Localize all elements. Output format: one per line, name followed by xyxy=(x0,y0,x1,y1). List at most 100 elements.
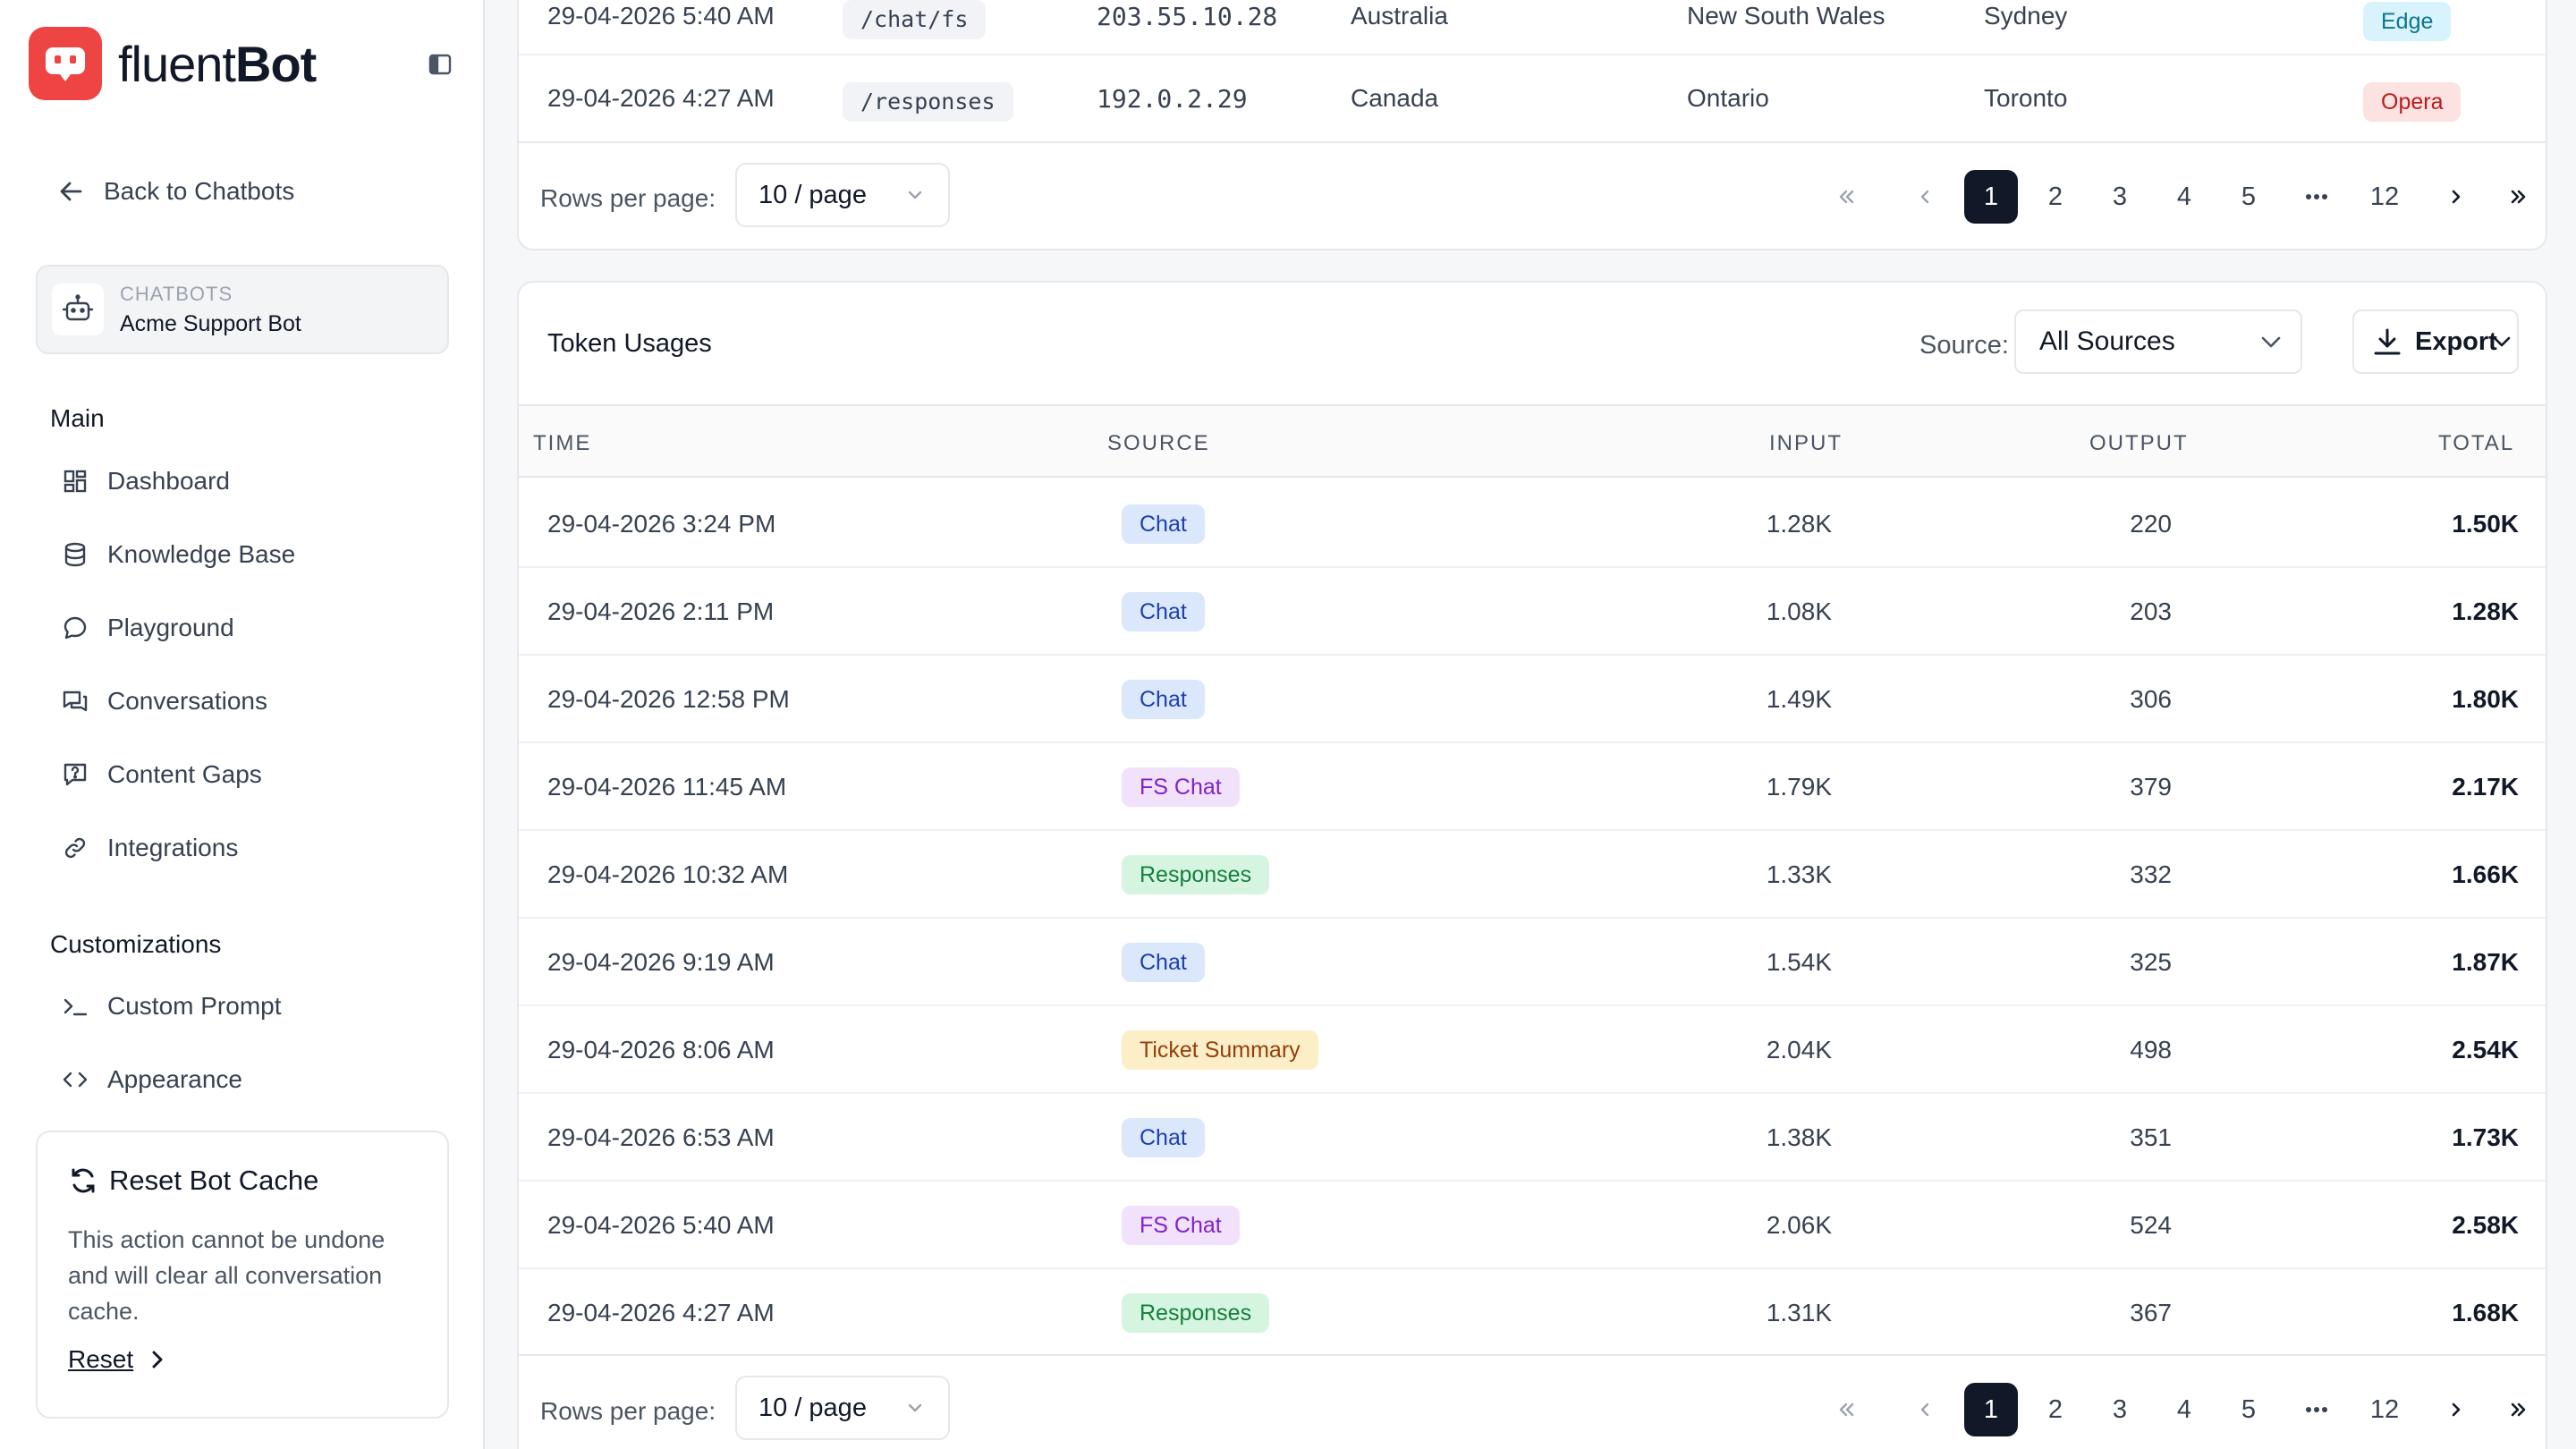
usage-total: 1.68K xyxy=(2452,1299,2519,1326)
usage-input: 1.49K xyxy=(1766,685,1832,713)
usage-input: 2.04K xyxy=(1766,1036,1832,1063)
sidebar-collapse-icon[interactable] xyxy=(422,47,458,82)
sidebar-item-conversations[interactable]: Conversations xyxy=(59,683,267,719)
usage-time: 29-04-2026 9:19 AM xyxy=(547,948,775,976)
dashboard-icon xyxy=(59,465,91,497)
chat-bubble-icon xyxy=(59,612,91,644)
page-button-2[interactable]: 2 xyxy=(2047,182,2063,211)
page-button-1[interactable]: 1 xyxy=(1964,170,2018,224)
requests-table-panel: 29-04-2026 5:40 AM /chat/fs 203.55.10.28… xyxy=(517,0,2547,250)
usage-output: 203 xyxy=(2130,597,2172,625)
page-button-1[interactable]: 1 xyxy=(1964,1383,2018,1436)
ellipsis-icon[interactable] xyxy=(2290,170,2343,224)
page-button-3[interactable]: 3 xyxy=(2112,1394,2128,1424)
next-page-button[interactable] xyxy=(2429,170,2483,224)
page-button-4[interactable]: 4 xyxy=(2176,182,2192,211)
column-header-input[interactable]: INPUT xyxy=(1769,431,1843,455)
next-page-button[interactable] xyxy=(2429,1383,2483,1436)
browser-badge: Edge xyxy=(2363,2,2452,41)
source-badge: Responses xyxy=(1122,1293,1270,1333)
last-page-button[interactable] xyxy=(2492,1383,2546,1436)
table-row[interactable]: 29-04-2026 8:06 AM Ticket Summary 2.04K 498… xyxy=(519,1005,2546,1093)
usage-output: 332 xyxy=(2130,860,2172,888)
table-row[interactable]: 29-04-2026 5:40 AM /chat/fs 203.55.10.28… xyxy=(519,0,2546,55)
row-divider xyxy=(519,917,2546,919)
sidebar-item-playground[interactable]: Playground xyxy=(59,610,234,646)
column-header-output[interactable]: OUTPUT xyxy=(2089,431,2189,455)
sidebar-item-dashboard[interactable]: Dashboard xyxy=(59,463,230,499)
sidebar-item-custom-prompt[interactable]: Custom Prompt xyxy=(59,988,282,1024)
page-button-2[interactable]: 2 xyxy=(2047,1394,2063,1424)
export-button[interactable]: Export xyxy=(2352,309,2519,374)
usage-output: 367 xyxy=(2130,1299,2172,1326)
source-filter-select[interactable]: All Sources xyxy=(2014,309,2302,374)
source-badge: Chat xyxy=(1122,943,1205,982)
table-row[interactable]: 29-04-2026 11:45 AM FS Chat 1.79K 379 2.17K xyxy=(519,742,2546,830)
row-divider xyxy=(519,1267,2546,1269)
table-row[interactable]: 29-04-2026 2:11 PM Chat 1.08K 203 1.28K xyxy=(519,567,2546,655)
source-badge: FS Chat xyxy=(1122,767,1240,807)
column-header-time[interactable]: TIME xyxy=(533,431,592,455)
sidebar-item-label: Knowledge Base xyxy=(107,540,296,568)
chevron-left-icon xyxy=(1920,1402,1929,1417)
page-button-3[interactable]: 3 xyxy=(2112,182,2128,211)
request-region: New South Wales xyxy=(1687,2,1885,30)
bot-card-name: Acme Support Bot xyxy=(120,310,301,336)
endpoint-chip: /responses xyxy=(843,82,1013,122)
usage-time: 29-04-2026 3:24 PM xyxy=(547,510,776,538)
back-to-chatbots-link[interactable]: Back to Chatbots xyxy=(57,177,294,206)
sidebar-item-appearance[interactable]: Appearance xyxy=(59,1062,242,1097)
source-badge: Chat xyxy=(1122,592,1205,631)
chevron-down-icon xyxy=(908,1403,922,1412)
row-divider xyxy=(519,829,2546,831)
first-page-button[interactable] xyxy=(1819,1383,1873,1436)
sidebar-item-knowledge-base[interactable]: Knowledge Base xyxy=(59,537,295,572)
row-divider xyxy=(519,654,2546,656)
rows-per-page-select[interactable]: 10 / page xyxy=(735,1376,950,1440)
page-button-5[interactable]: 5 xyxy=(2241,182,2257,211)
table-row[interactable]: 29-04-2026 4:27 AM /responses 192.0.2.29… xyxy=(519,55,2546,141)
sidebar-item-label: Appearance xyxy=(107,1065,243,1093)
ellipsis-icon[interactable] xyxy=(2290,1383,2343,1436)
request-ip: 203.55.10.28 xyxy=(1097,2,1278,31)
table-row[interactable]: 29-04-2026 9:19 AM Chat 1.54K 325 1.87K xyxy=(519,918,2546,1005)
double-chevron-left-icon xyxy=(1839,1402,1854,1417)
logo[interactable]: fluentBot xyxy=(29,27,458,100)
table-row[interactable]: 29-04-2026 5:40 AM FS Chat 2.06K 524 2.58K xyxy=(519,1181,2546,1268)
table-row[interactable]: 29-04-2026 10:32 AM Responses 1.33K 332 1.66… xyxy=(519,830,2546,918)
column-header-source[interactable]: SOURCE xyxy=(1107,431,1210,455)
usage-time: 29-04-2026 5:40 AM xyxy=(547,1211,775,1239)
pager: 1 2 3 4 5 12 xyxy=(1741,1383,2546,1436)
page-button-5[interactable]: 5 xyxy=(2241,1394,2257,1424)
chevron-down-icon xyxy=(2261,336,2281,348)
database-icon xyxy=(59,538,91,571)
bot-selector[interactable]: CHATBOTS Acme Support Bot xyxy=(36,265,449,354)
usage-output: 524 xyxy=(2130,1211,2172,1239)
sidebar-item-integrations[interactable]: Integrations xyxy=(59,830,238,866)
sidebar-item-content-gaps[interactable]: Content Gaps xyxy=(59,757,262,792)
last-page-button[interactable] xyxy=(2492,170,2546,224)
usage-total: 2.58K xyxy=(2452,1211,2519,1239)
page-button-4[interactable]: 4 xyxy=(2176,1394,2192,1424)
table-row[interactable]: 29-04-2026 6:53 AM Chat 1.38K 351 1.73K xyxy=(519,1093,2546,1181)
usage-input: 1.54K xyxy=(1766,948,1832,976)
page-button-12[interactable]: 12 xyxy=(2369,1394,2400,1424)
table-row[interactable]: 29-04-2026 12:58 PM Chat 1.49K 306 1.80K xyxy=(519,655,2546,742)
usage-time: 29-04-2026 8:06 AM xyxy=(547,1036,775,1063)
token-pagination: Rows per page: 10 / page 1 2 3 4 5 12 xyxy=(519,1356,2546,1449)
source-badge: Chat xyxy=(1122,680,1205,719)
reset-link[interactable]: Reset xyxy=(68,1345,417,1374)
column-header-total[interactable]: TOTAL xyxy=(2438,431,2515,455)
prev-page-button[interactable] xyxy=(1898,1383,1952,1436)
prev-page-button[interactable] xyxy=(1898,170,1952,224)
rows-per-page-select[interactable]: 10 / page xyxy=(735,163,950,227)
first-page-button[interactable] xyxy=(1819,170,1873,224)
download-icon xyxy=(2374,328,2401,355)
terminal-icon xyxy=(59,990,91,1022)
page-button-12[interactable]: 12 xyxy=(2369,182,2400,211)
row-divider xyxy=(519,1004,2546,1006)
table-row[interactable]: 29-04-2026 4:27 AM Responses 1.31K 367 1.68K xyxy=(519,1268,2546,1356)
source-filter-label: Source: xyxy=(1919,331,2009,360)
sidebar-item-label: Dashboard xyxy=(107,467,230,495)
table-row[interactable]: 29-04-2026 3:24 PM Chat 1.28K 220 1.50K xyxy=(519,479,2546,567)
